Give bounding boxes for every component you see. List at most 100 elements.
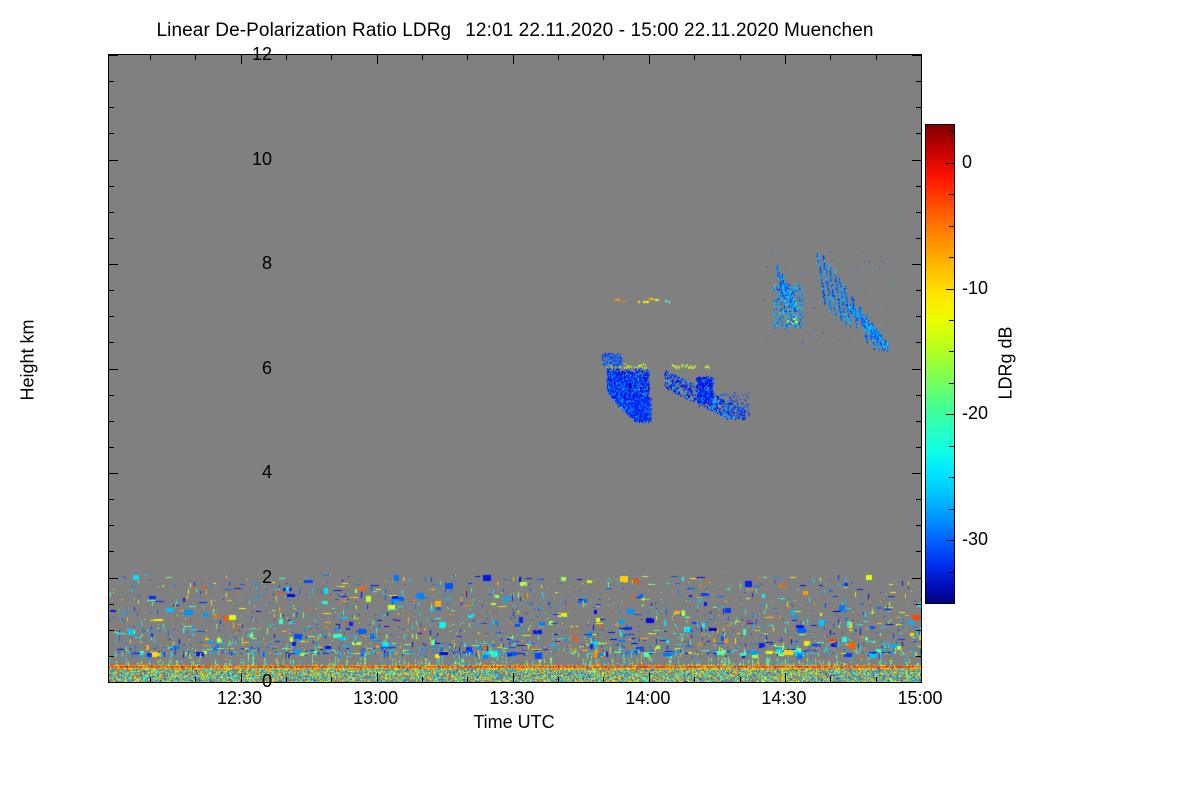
x-tick-minor <box>876 677 877 682</box>
x-tick-major <box>649 673 650 682</box>
y-tick-minor <box>916 186 921 187</box>
x-tick-minor <box>422 677 423 682</box>
x-tick-label: 13:00 <box>353 688 399 708</box>
y-tick-major <box>912 369 921 370</box>
y-tick-minor <box>109 133 114 134</box>
x-tick-minor <box>830 677 831 682</box>
colorbar-tick-major <box>946 289 954 290</box>
y-tick-major <box>109 473 118 474</box>
x-axis-title: Time UTC <box>473 712 555 732</box>
y-tick-major <box>109 264 118 265</box>
y-tick-minor <box>916 316 921 317</box>
x-tick-major <box>785 55 786 64</box>
x-tick-major <box>649 55 650 64</box>
y-tick-label: 0 <box>261 671 272 691</box>
x-tick-major <box>377 55 378 64</box>
colorbar-tick-minor <box>949 131 954 132</box>
x-tick-minor <box>740 55 741 60</box>
y-tick-label: 6 <box>261 357 272 378</box>
y-tick-minor <box>916 290 921 291</box>
y-tick-minor <box>916 238 921 239</box>
y-tick-minor <box>109 525 114 526</box>
y-tick-minor <box>109 342 114 343</box>
y-tick-minor <box>109 421 114 422</box>
x-tick-minor <box>876 55 877 60</box>
title-main: Linear De-Polarization Ratio LDRg <box>156 20 452 41</box>
colorbar-tick-major <box>946 540 954 541</box>
x-tick-minor <box>150 677 151 682</box>
y-tick-major <box>912 160 921 161</box>
y-tick-minor <box>109 395 114 396</box>
y-tick-minor <box>916 107 921 108</box>
colorbar-tick-minor <box>949 194 954 195</box>
colorbar-tick-minor <box>949 383 954 384</box>
heatmap-canvas <box>109 55 921 682</box>
y-tick-minor <box>916 133 921 134</box>
y-tick-label: 12 <box>251 44 272 64</box>
colorbar-tick-major <box>946 414 954 415</box>
x-tick-label: 13:30 <box>489 688 535 708</box>
x-tick-label: 14:00 <box>625 688 671 708</box>
y-tick-label: 8 <box>261 253 272 273</box>
y-tick-minor <box>109 604 114 605</box>
colorbar-tick-minor <box>949 572 954 573</box>
y-tick-minor <box>916 551 921 552</box>
x-tick-major <box>241 673 242 682</box>
colorbar-tick-minor <box>949 603 954 604</box>
x-tick-major <box>513 673 514 682</box>
y-tick-major <box>912 55 921 56</box>
x-tick-minor <box>331 677 332 682</box>
y-tick-minor <box>916 604 921 605</box>
y-tick-minor <box>109 316 114 317</box>
y-tick-minor <box>916 81 921 82</box>
x-tick-label: 14:30 <box>761 688 807 708</box>
y-tick-minor <box>109 290 114 291</box>
x-tick-major <box>513 55 514 64</box>
y-tick-minor <box>109 656 114 657</box>
x-tick-label: 12:30 <box>217 688 263 708</box>
page-title: Linear De-Polarization Ratio LDRg 12:01 2… <box>0 20 1030 42</box>
colorbar-tick-minor <box>949 351 954 352</box>
y-tick-minor <box>916 656 921 657</box>
x-tick-major <box>241 55 242 64</box>
colorbar-tick-minor <box>949 320 954 321</box>
y-tick-major <box>109 369 118 370</box>
colorbar-tick-major <box>946 163 954 164</box>
y-axis-title: Height km <box>17 319 38 401</box>
y-tick-minor <box>109 238 114 239</box>
y-tick-minor <box>109 107 114 108</box>
x-tick-major <box>785 673 786 682</box>
plot-area <box>108 54 922 683</box>
x-tick-minor <box>830 55 831 60</box>
y-tick-label: 4 <box>261 462 272 482</box>
x-tick-minor <box>467 677 468 682</box>
colorbar-tick-minor <box>949 446 954 447</box>
y-tick-minor <box>916 447 921 448</box>
x-tick-minor <box>558 677 559 682</box>
y-tick-minor <box>109 630 114 631</box>
x-tick-minor <box>694 55 695 60</box>
x-tick-major <box>377 673 378 682</box>
title-time-range: 12:01 22.11.2020 - 15:00 22.11.2020 Muen… <box>465 20 874 41</box>
x-tick-minor <box>603 677 604 682</box>
y-tick-minor <box>916 525 921 526</box>
y-tick-major <box>912 473 921 474</box>
x-tick-major <box>921 55 922 64</box>
colorbar-tick-minor <box>949 509 954 510</box>
colorbar-tick-label: -20 <box>962 403 989 424</box>
x-tick-minor <box>150 55 151 60</box>
x-tick-minor <box>195 55 196 60</box>
y-tick-major <box>109 160 118 161</box>
x-tick-minor <box>422 55 423 60</box>
y-tick-major <box>109 55 118 56</box>
colorbar-tick-minor <box>949 226 954 227</box>
colorbar-tick-minor <box>949 477 954 478</box>
y-tick-minor <box>916 395 921 396</box>
x-tick-label: 15:00 <box>897 688 943 708</box>
y-tick-major <box>912 264 921 265</box>
x-tick-minor <box>694 677 695 682</box>
y-tick-minor <box>109 499 114 500</box>
y-tick-major <box>109 682 118 683</box>
y-tick-minor <box>109 551 114 552</box>
